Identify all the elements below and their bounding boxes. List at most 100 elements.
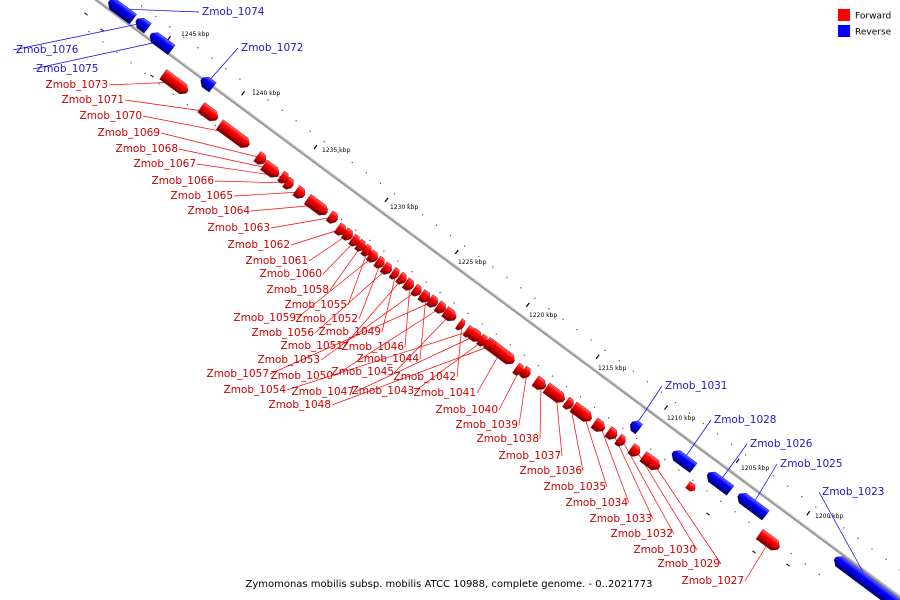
minor-tick-dot <box>551 375 554 377</box>
gene-arrow <box>487 339 497 350</box>
gene-zmob-1023 <box>833 556 900 600</box>
leader-line <box>394 313 452 373</box>
gene-arrow <box>835 556 900 600</box>
minor-tick-dot <box>281 109 283 112</box>
gene-arrow <box>427 294 438 306</box>
leader-line <box>612 432 654 520</box>
gene-zmob-1058 <box>354 238 366 252</box>
gene-zmob-1044 <box>417 289 431 303</box>
gene-arrow <box>419 289 431 301</box>
leader-line <box>314 267 389 334</box>
leader-line <box>329 244 363 291</box>
gene-label-zmob-1027: Zmob_1027 <box>682 575 744 587</box>
gene-arrow <box>592 417 606 430</box>
gene-label-zmob-1031: Zmob_1031 <box>665 380 727 392</box>
minor-tick-dot <box>829 516 831 519</box>
minor-tick-dot <box>211 57 213 59</box>
gene-zmob-1035 <box>569 401 593 422</box>
minor-tick-dot <box>383 250 385 252</box>
gene-label-zmob-1061: Zmob_1061 <box>246 255 308 267</box>
leader-line <box>178 148 273 170</box>
minor-tick-dot <box>636 438 638 440</box>
gene-zmob-1051 <box>395 271 407 285</box>
gene-label-zmob-1049: Zmob_1049 <box>319 326 381 338</box>
tick-label: 1210 kbp <box>667 415 695 422</box>
leader-line <box>719 443 748 482</box>
gene-label-zmob-1067: Zmob_1067 <box>134 158 196 170</box>
gene-arrow-shadow <box>706 472 729 496</box>
backbone-line <box>94 0 900 599</box>
leader-line <box>32 40 163 70</box>
gene-label-zmob-1058: Zmob_1058 <box>267 284 329 296</box>
minor-tick-dot <box>253 88 255 91</box>
gene-arrow <box>137 17 152 32</box>
gene-arrow <box>435 300 446 312</box>
gene-zmob-1057 <box>425 294 438 308</box>
gene-arrow <box>261 159 280 176</box>
gene-arrow-shadow <box>467 335 482 342</box>
leader-line <box>343 277 404 347</box>
minor-tick-dot <box>772 475 775 477</box>
leader-line <box>456 323 463 378</box>
gene-arrow <box>631 420 643 432</box>
leader-line <box>744 539 771 582</box>
gene-label-zmob-1037: Zmob_1037 <box>499 450 561 462</box>
gene-label-zmob-1036: Zmob_1036 <box>520 465 583 477</box>
gene-zmob-1063 <box>325 210 338 224</box>
gene-arrow-shadow <box>333 229 346 236</box>
minor-tick-dash <box>150 74 154 78</box>
gene-arrow-shadow <box>197 109 219 122</box>
gene-arrow <box>563 396 574 408</box>
gene-label-zmob-1062: Zmob_1062 <box>228 239 290 251</box>
gene-zmob-1050 <box>433 300 446 314</box>
minor-tick-dot <box>660 391 663 393</box>
gene-arrow <box>442 306 457 319</box>
major-tick <box>595 354 600 360</box>
gene-arrow <box>641 451 661 468</box>
gene-arrow-shadow <box>627 450 641 457</box>
backbone-highlight <box>97 0 900 597</box>
gene-zmob-1033 <box>604 426 618 440</box>
gene-zmob-1039 <box>519 365 531 379</box>
gene-arrow-shadow <box>303 201 328 216</box>
gene-label-zmob-1055: Zmob_1055 <box>285 299 347 311</box>
gene-zmob-1061 <box>340 227 353 241</box>
minor-tick-dot <box>341 218 343 221</box>
minor-tick-dot <box>295 120 297 122</box>
gene-label-zmob-1051: Zmob_1051 <box>281 340 343 352</box>
minor-tick-dot <box>716 433 719 435</box>
leader-line <box>296 255 375 319</box>
tick-label: 1220 kbp <box>529 312 557 319</box>
gene-arrow-shadow <box>425 301 438 308</box>
minor-tick-dot <box>790 552 792 555</box>
minor-tick-dot <box>804 563 806 565</box>
minor-tick-dot <box>730 443 733 446</box>
minor-tick-dot <box>186 103 188 106</box>
gene-label-zmob-1040: Zmob_1040 <box>436 404 498 416</box>
gene-label-zmob-1054: Zmob_1054 <box>224 384 287 396</box>
gene-arrow-shadow <box>755 536 780 551</box>
minor-tick-dot <box>393 193 396 195</box>
minor-tick-dot <box>646 381 648 383</box>
minor-tick-dot <box>688 412 691 414</box>
tick-label: 1245 kbp <box>181 31 209 38</box>
gene-arrow <box>685 481 696 492</box>
gene-arrow <box>217 119 250 146</box>
leader-line <box>569 402 584 472</box>
legend-label-reverse: Reverse <box>855 28 892 38</box>
gene-zmob-1041 <box>482 336 515 365</box>
leader-line <box>752 463 778 505</box>
minor-tick-dot <box>327 208 329 210</box>
minor-tick-dot <box>435 224 438 226</box>
leader-line <box>270 216 335 229</box>
tick-label: 1235 kbp <box>322 147 350 154</box>
gene-labels: Zmob_1074 Zmob_1076 Zmob_1072 Zmob_1075 Zmob… <box>16 6 884 587</box>
leader-line <box>635 449 698 551</box>
gene-zmob-1065 <box>292 185 306 199</box>
gene-label-zmob-1035: Zmob_1035 <box>544 481 606 493</box>
gene-zmob-1040 <box>512 362 524 376</box>
gene-label-zmob-1041: Zmob_1041 <box>414 387 476 399</box>
minor-tick-dot <box>158 83 160 85</box>
gene-arrow <box>757 528 780 548</box>
gene-arrow <box>109 0 138 22</box>
